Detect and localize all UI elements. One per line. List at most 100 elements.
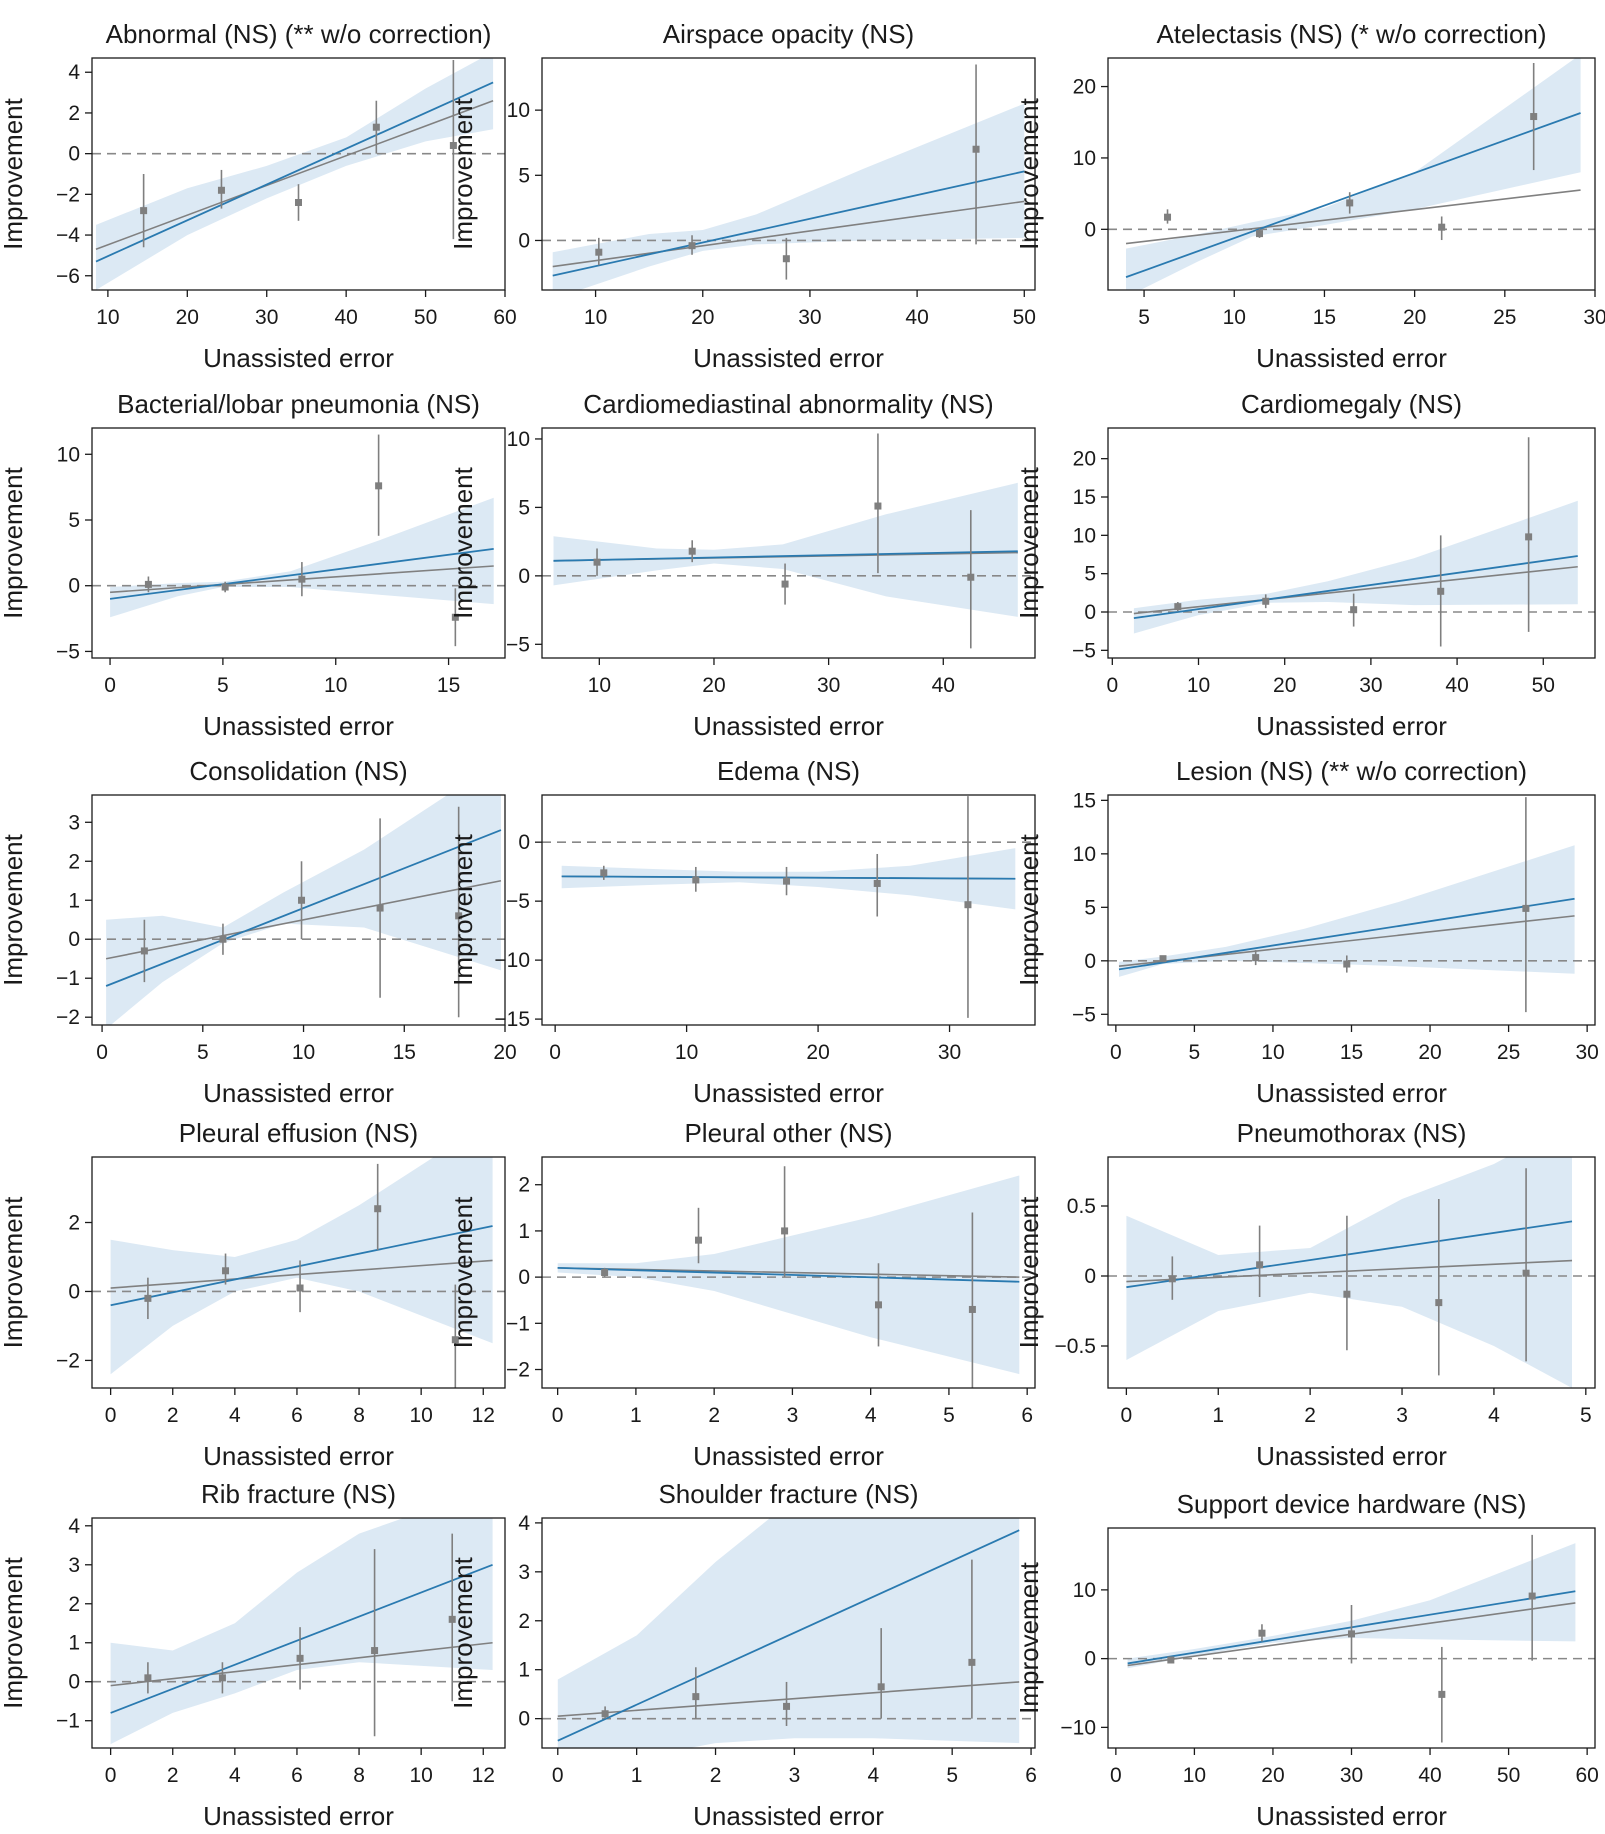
data-point-2	[1256, 1261, 1264, 1269]
y-tick-label: 0	[1084, 218, 1096, 241]
x-tick-label: 4	[229, 1764, 241, 1787]
data-point-2	[1256, 230, 1264, 238]
x-tick-label: 20	[1273, 674, 1296, 697]
y-axis-label: Improvement	[1014, 1561, 1044, 1713]
x-tick-label: 30	[1359, 674, 1382, 697]
x-tick-label: 10	[675, 1041, 698, 1064]
plot-frame	[91, 57, 506, 291]
panel-12: 0 1 2 3 4 5 −0.5 0 0.5 Pneumothorax (NS) Unassiste…	[1014, 1118, 1596, 1471]
regression-fit-line	[110, 1563, 493, 1714]
data-point-1	[140, 207, 148, 215]
x-tick-label: 20	[702, 674, 725, 697]
y-axis-label: Improvement	[1014, 833, 1044, 985]
x-tick-label: 5	[1580, 1404, 1592, 1427]
confidence-band	[110, 1518, 493, 1745]
x-tick-label: 40	[1418, 1764, 1441, 1787]
reference-fit-line	[552, 200, 1025, 268]
y-tick-label: −5	[1072, 639, 1096, 662]
data-point-2	[222, 1267, 230, 1275]
data-point-4	[374, 1205, 382, 1213]
data-point-2	[221, 583, 229, 591]
x-tick-label: 0	[552, 1404, 564, 1427]
x-tick-label: 10	[409, 1404, 432, 1427]
x-tick-label: 30	[798, 306, 821, 329]
y-axis-label: Improvement	[448, 466, 478, 618]
y-tick-label: 1	[518, 1659, 530, 1682]
y-tick-label: 0	[518, 1708, 530, 1731]
panel-title: Abnormal (NS) (** w/o correction)	[106, 19, 492, 49]
y-tick-label: 0	[518, 1266, 530, 1289]
y-tick-label: 10	[507, 428, 530, 451]
y-tick-label: −5	[56, 640, 80, 663]
x-tick-label: 25	[1493, 306, 1516, 329]
x-tick-label: 0	[105, 1404, 117, 1427]
reference-fit-line	[95, 99, 494, 251]
data-point-3	[783, 877, 791, 885]
x-tick-label: 6	[291, 1404, 303, 1427]
data-point-2	[1252, 954, 1260, 962]
data-point-4	[372, 123, 380, 131]
data-point-2	[218, 1674, 226, 1682]
y-tick-label: 0.5	[1067, 1195, 1096, 1218]
x-tick-label: 2	[710, 1764, 722, 1787]
confidence-band	[1127, 1543, 1576, 1669]
x-axis-label: Unassisted error	[1256, 1441, 1447, 1471]
y-axis-label: Improvement	[0, 833, 28, 985]
x-axis-label: Unassisted error	[693, 711, 884, 741]
panel-title: Rib fracture (NS)	[201, 1479, 396, 1509]
plot-area	[542, 64, 1035, 290]
x-tick-label: 8	[353, 1404, 365, 1427]
plot-area	[92, 795, 505, 1025]
data-point-2	[688, 242, 696, 250]
y-tick-label: 0	[1084, 1648, 1096, 1671]
data-point-5	[968, 1305, 976, 1313]
data-point-4	[874, 502, 882, 510]
x-tick-label: 10	[1187, 674, 1210, 697]
data-point-1	[144, 580, 152, 588]
x-tick-label: 0	[552, 1764, 564, 1787]
x-tick-label: 10	[1261, 1041, 1284, 1064]
x-tick-label: 2	[1304, 1404, 1316, 1427]
x-tick-label: 40	[905, 306, 928, 329]
y-tick-label: 3	[518, 1561, 530, 1584]
plot-frame	[1107, 1156, 1596, 1389]
data-point-3	[1346, 199, 1354, 207]
plot-frame	[541, 57, 1036, 291]
x-tick-label: 15	[1313, 306, 1336, 329]
panel-title: Pleural other (NS)	[684, 1118, 892, 1148]
x-tick-label: 50	[1497, 1764, 1520, 1787]
data-point-5	[964, 901, 972, 909]
plot-frame	[91, 427, 506, 659]
x-tick-label: 15	[437, 674, 460, 697]
x-axis-label: Unassisted error	[203, 1441, 394, 1471]
plot-frame	[91, 1156, 506, 1389]
x-axis-label: Unassisted error	[693, 1441, 884, 1471]
plot-frame	[1107, 57, 1596, 291]
data-point-1	[601, 1710, 609, 1718]
y-tick-label: 10	[1073, 147, 1096, 170]
y-tick-label: 2	[518, 1174, 530, 1197]
y-tick-label: 1	[68, 889, 80, 912]
y-tick-label: 1	[518, 1220, 530, 1243]
data-point-1	[140, 947, 148, 955]
x-axis-label: Unassisted error	[1256, 1078, 1447, 1108]
y-tick-label: −2	[56, 183, 80, 206]
y-tick-label: 5	[1084, 563, 1096, 586]
x-tick-label: 25	[1497, 1041, 1520, 1064]
panel-title: Lesion (NS) (** w/o correction)	[1176, 756, 1527, 786]
x-tick-label: 3	[787, 1404, 799, 1427]
panel-15: 0 10 20 30 40 50 60 −10 0 10 Support device hardwa…	[1014, 1489, 1599, 1831]
y-axis-label: Improvement	[1014, 1196, 1044, 1348]
y-tick-label: 0	[518, 565, 530, 588]
data-point-3	[1343, 960, 1351, 968]
x-axis-label: Unassisted error	[203, 711, 394, 741]
x-axis-label: Unassisted error	[693, 1078, 884, 1108]
y-tick-label: 4	[518, 1512, 530, 1535]
data-point-2	[219, 935, 227, 943]
data-point-5	[1528, 1592, 1536, 1600]
y-axis-label: Improvement	[1014, 97, 1044, 249]
reference-fit-line	[1126, 1259, 1573, 1283]
plot-area	[542, 1518, 1035, 1748]
